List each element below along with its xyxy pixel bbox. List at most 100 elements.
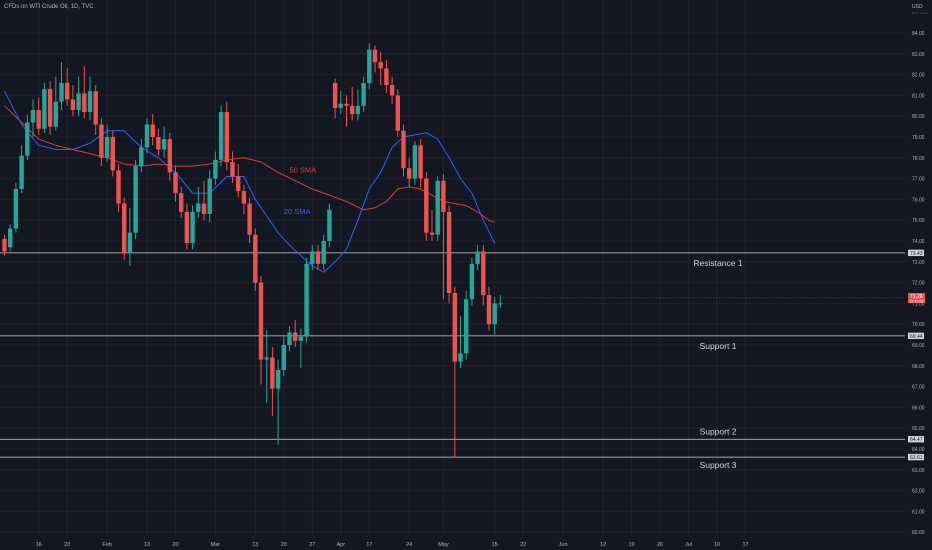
price-tick-label: 69.00 — [912, 343, 925, 349]
price-tick-label: 80.00 — [912, 114, 925, 120]
candle-body — [452, 293, 457, 362]
time-tick-label: Jul — [685, 542, 692, 548]
candle-body — [498, 303, 503, 305]
time-tick-label: 16 — [36, 542, 42, 548]
level-label: Resistance 1 — [693, 258, 742, 268]
price-tick-label: 62.00 — [912, 489, 925, 495]
time-tick-label: Apr — [337, 542, 346, 548]
currency-label: USD — [912, 4, 923, 10]
level-price-tag — [908, 249, 924, 257]
grid — [0, 0, 905, 536]
candle-body — [355, 105, 361, 115]
symbol-title: CFDs on WTI Crude Oil, 1D, TVC — [4, 4, 94, 10]
price-tick-label: 82.00 — [912, 73, 925, 79]
candle-body — [25, 122, 30, 156]
candle-body — [150, 124, 155, 137]
candle-body — [372, 49, 378, 63]
candle-body — [87, 91, 93, 113]
time-axis-background — [0, 536, 932, 550]
time-tick-label: Jun — [559, 542, 568, 548]
candle-body — [122, 203, 127, 254]
candle-body — [139, 147, 144, 167]
candle-body — [190, 211, 195, 244]
time-tick-label: 19 — [628, 542, 634, 548]
candle-body — [281, 345, 286, 370]
candle-body — [310, 251, 315, 264]
candle-body — [389, 85, 395, 96]
price-tick-label: 65.00 — [912, 426, 925, 432]
candle-body — [99, 124, 104, 158]
candle-body — [42, 89, 47, 129]
candle-body — [224, 112, 229, 162]
price-tick-label: 63.00 — [912, 468, 925, 474]
time-tick-label: 12 — [600, 542, 606, 548]
support-resistance-levels — [0, 252, 905, 458]
candle-body — [201, 203, 207, 214]
price-tick-label: 73.00 — [912, 260, 925, 266]
price-tick-label: 67.00 — [912, 385, 925, 391]
price-tick-label: 83.00 — [912, 52, 925, 58]
candle-body — [236, 176, 241, 192]
price-tick-label: 81.00 — [912, 93, 925, 99]
time-tick-label: 13 — [252, 542, 258, 548]
price-tick-label: 71.00 — [912, 301, 925, 307]
level-price-tag — [908, 332, 924, 340]
candle-body — [82, 93, 87, 113]
candle-body — [401, 130, 406, 169]
price-tick-label: 61.00 — [912, 509, 925, 515]
candle-body — [435, 180, 440, 235]
time-tick-label: 24 — [406, 542, 412, 548]
time-tick-label: 17 — [366, 542, 372, 548]
time-tick-label: 13 — [144, 542, 150, 548]
candle-body — [315, 251, 321, 264]
annotations: 50 SMA 20 SMA Resistance 1 Support 1 Support… — [284, 165, 743, 470]
candle-body — [247, 203, 252, 235]
candle-body — [486, 295, 492, 325]
candle-body — [424, 178, 429, 233]
candle-body — [344, 103, 349, 106]
price-tick-label: 84.00 — [912, 31, 925, 37]
sma-annotation: 50 SMA — [290, 165, 317, 174]
price-tick-label: 66.00 — [912, 405, 925, 411]
time-tick-label: Feb — [102, 542, 111, 548]
candle-body — [253, 234, 258, 283]
candle-body — [207, 178, 212, 214]
candle-body — [464, 299, 469, 354]
candle-body — [338, 103, 343, 108]
candle-body — [475, 251, 480, 264]
price-tick-label: 75.00 — [912, 218, 925, 224]
price-tick-label: 70.00 — [912, 322, 925, 328]
candle-body — [412, 145, 418, 179]
level-label: Support 2 — [700, 427, 737, 437]
price-tick-label: 77.00 — [912, 177, 925, 183]
candle-body — [76, 93, 81, 110]
candle-body — [458, 353, 463, 362]
candle-body — [19, 155, 24, 189]
candle-body — [13, 189, 19, 229]
candle-body — [446, 211, 452, 293]
candle-body — [179, 193, 184, 212]
price-axis[interactable]: 60.00 61.00 62.00 63.00 64.00 65.00 66.00 67.00… — [905, 0, 932, 550]
candlesticks — [2, 43, 905, 458]
time-tick-label: 10 — [714, 542, 720, 548]
time-tick-label: 20 — [172, 542, 178, 548]
price-tick-label: 72.00 — [912, 281, 925, 287]
candle-body — [287, 332, 292, 345]
level-price-label: 63.61 — [910, 455, 923, 461]
time-axis[interactable]: 16 23 Feb 13 20 Mar 13 20 27 Apr 17 24 May 15 22 Jun 12 1… — [0, 536, 932, 550]
candle-body — [469, 263, 475, 300]
candle-body — [196, 203, 201, 212]
price-tick-label: 68.00 — [912, 364, 925, 370]
time-tick-label: 15 — [492, 542, 498, 548]
time-tick-label: 22 — [520, 542, 526, 548]
last-price-tag — [908, 292, 925, 303]
candle-body — [258, 282, 264, 360]
candle-body — [184, 211, 190, 244]
candle-body — [8, 228, 13, 248]
candle-body — [418, 145, 423, 179]
level-price-label: 69.44 — [910, 334, 923, 340]
level-label: Support 3 — [700, 460, 737, 470]
price-tick-label: 78.00 — [912, 156, 925, 162]
